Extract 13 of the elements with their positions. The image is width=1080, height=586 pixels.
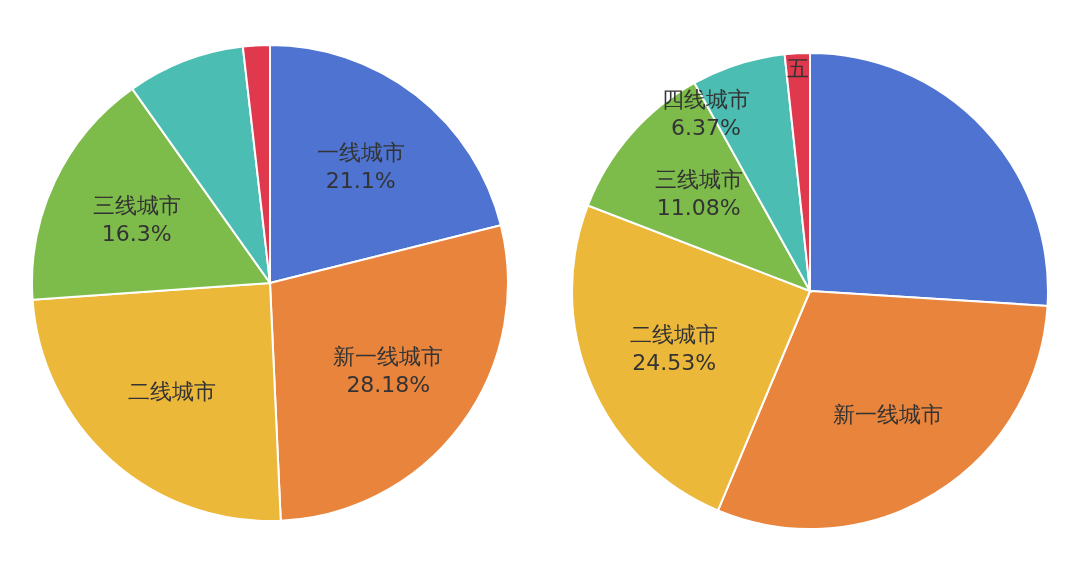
slice-label: 一线城市 bbox=[316, 139, 405, 165]
data-label: 28.18% bbox=[346, 372, 431, 398]
data-label: 16.3% bbox=[101, 220, 172, 246]
slice-label: 五 bbox=[787, 55, 810, 81]
data-label: 21.1% bbox=[325, 167, 396, 193]
slice-label: 三线城市 bbox=[92, 192, 181, 218]
slice-label: 新一线城市 bbox=[333, 344, 444, 370]
slice-label: 三线城市 bbox=[654, 167, 743, 193]
slice-label: 二线城市 bbox=[127, 379, 216, 405]
data-label: 24.53% bbox=[632, 349, 717, 375]
data-label: 11.08% bbox=[656, 195, 741, 221]
slice-label: 二线城市 bbox=[630, 321, 719, 347]
slice-label: 新一线城市 bbox=[832, 402, 943, 428]
